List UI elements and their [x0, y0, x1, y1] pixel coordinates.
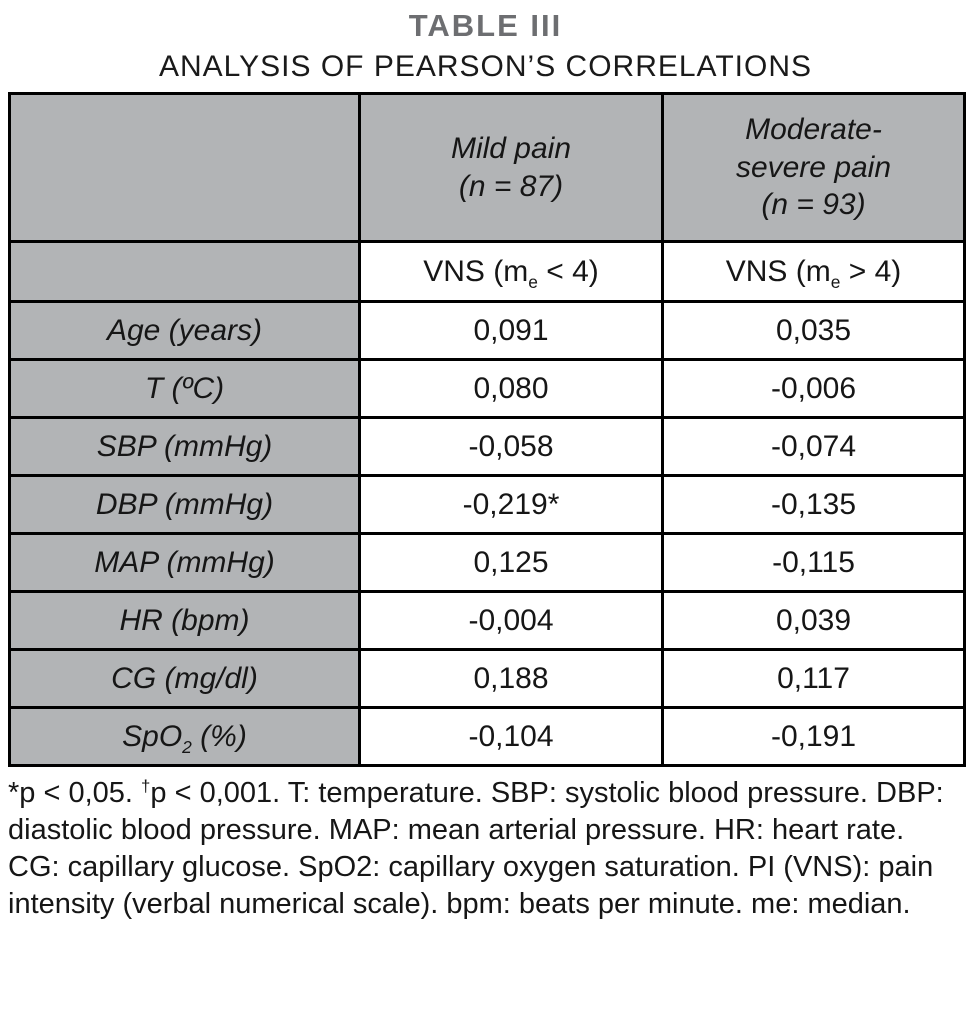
- table-footnote: *p < 0,05. †p < 0,001. T: temperature. S…: [8, 775, 963, 923]
- value-cell-moderate: -0,135: [661, 474, 966, 535]
- vns-subscript: e: [830, 271, 841, 292]
- correlations-table: Mild pain (n = 87) Moderate- severe pain…: [8, 92, 966, 767]
- measure-header-moderate: VNS (me > 4): [661, 240, 966, 303]
- value-cell-moderate: -0,115: [661, 532, 966, 593]
- vns-subscript: e: [528, 271, 538, 292]
- value-cell-mild: -0,058: [358, 416, 664, 477]
- table-row-spo2: SpO2 (%) -0,104 -0,191: [8, 706, 966, 767]
- group-header-mild: Mild pain (n = 87): [358, 92, 664, 243]
- vns-text: < 4): [537, 254, 599, 288]
- row-label-cell: Age (years): [8, 300, 361, 361]
- footnote-text: p < 0,001. T: temperature. SBP: systolic…: [8, 777, 944, 921]
- row-label-cell: HR (bpm): [8, 590, 361, 651]
- vns-text: VNS (m: [725, 254, 831, 288]
- value-cell-moderate: -0,074: [661, 416, 966, 477]
- corner-cell: [8, 92, 361, 243]
- value-cell-mild: 0,080: [358, 358, 664, 419]
- group-header-moderate: Moderate- severe pain (n = 93): [661, 92, 966, 243]
- table-row-sbp: SBP (mmHg) -0,058 -0,074: [8, 416, 966, 477]
- value-cell-moderate: 0,117: [661, 648, 966, 709]
- vns-text: > 4): [840, 254, 902, 288]
- row-label-cell: DBP (mmHg): [8, 474, 361, 535]
- row-label-cell: T (ºC): [8, 358, 361, 419]
- spo2-label-text: SpO: [122, 719, 183, 753]
- table-row-dbp: DBP (mmHg) -0,219* -0,135: [8, 474, 966, 535]
- row-label-cell: SpO2 (%): [8, 706, 361, 767]
- dagger-symbol: †: [141, 776, 151, 796]
- spo2-subscript: 2: [182, 736, 192, 757]
- value-cell-moderate: -0,006: [661, 358, 966, 419]
- value-cell-mild: -0,004: [358, 590, 664, 651]
- value-cell-mild: 0,091: [358, 300, 664, 361]
- footnote-text: *p < 0,05.: [8, 777, 142, 809]
- measure-header-mild: VNS (me < 4): [358, 240, 664, 303]
- table-row-hr: HR (bpm) -0,004 0,039: [8, 590, 966, 651]
- group-header-row: Mild pain (n = 87) Moderate- severe pain…: [8, 92, 966, 243]
- table-row-cg: CG (mg/dl) 0,188 0,117: [8, 648, 966, 709]
- value-cell-moderate: 0,035: [661, 300, 966, 361]
- value-cell-moderate: -0,191: [661, 706, 966, 767]
- row-label-cell: CG (mg/dl): [8, 648, 361, 709]
- vns-text: VNS (m: [423, 254, 529, 288]
- row-label-cell: SBP (mmHg): [8, 416, 361, 477]
- row-label-cell: MAP (mmHg): [8, 532, 361, 593]
- value-cell-moderate: 0,039: [661, 590, 966, 651]
- value-cell-mild: 0,125: [358, 532, 664, 593]
- measure-header-row: VNS (me < 4) VNS (me > 4): [8, 240, 966, 303]
- value-cell-mild: 0,188: [358, 648, 664, 709]
- table-row-temperature: T (ºC) 0,080 -0,006: [8, 358, 966, 419]
- table-number-title: TABLE III: [408, 8, 563, 43]
- spo2-label-text: (%): [191, 719, 247, 753]
- table-row-age: Age (years) 0,091 0,035: [8, 300, 966, 361]
- table-caption: ANALYSIS OF PEARSON’S CORRELATIONS: [158, 50, 813, 83]
- table-row-map: MAP (mmHg) 0,125 -0,115: [8, 532, 966, 593]
- value-cell-mild: -0,219*: [358, 474, 664, 535]
- corner-cell: [8, 240, 361, 303]
- value-cell-mild: -0,104: [358, 706, 664, 767]
